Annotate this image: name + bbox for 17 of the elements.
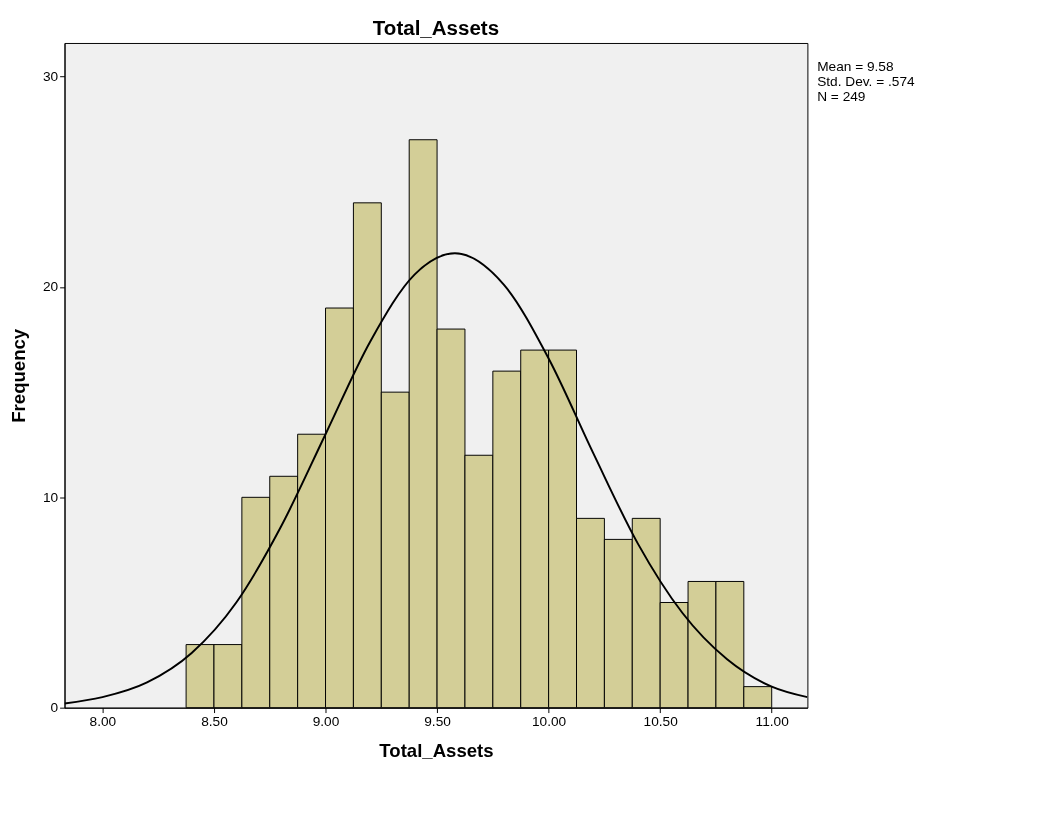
- y-tick-label: 20: [42, 279, 59, 295]
- x-tick-label: 8.00: [89, 713, 117, 729]
- y-tick-label: 30: [42, 69, 59, 85]
- y-tick-label: 0: [50, 700, 59, 716]
- x-tick-label: 9.50: [424, 713, 452, 729]
- x-tick-label: 11.00: [755, 713, 790, 729]
- x-tick-label: 10.50: [643, 713, 679, 729]
- y-axis-title: Frequency: [8, 328, 30, 423]
- chart-title: Total_Assets: [372, 16, 500, 40]
- x-axis-title: Total_Assets: [379, 740, 494, 762]
- x-tick-label: 8.50: [201, 713, 229, 729]
- x-tick-label: 9.00: [312, 713, 340, 729]
- text: N = 249: [817, 88, 866, 104]
- y-tick-label: 10: [42, 489, 59, 505]
- text: Mean = 9.58: [817, 59, 894, 75]
- text: Std. Dev. = .574: [817, 73, 915, 89]
- x-tick-label: 10.00: [532, 713, 567, 729]
